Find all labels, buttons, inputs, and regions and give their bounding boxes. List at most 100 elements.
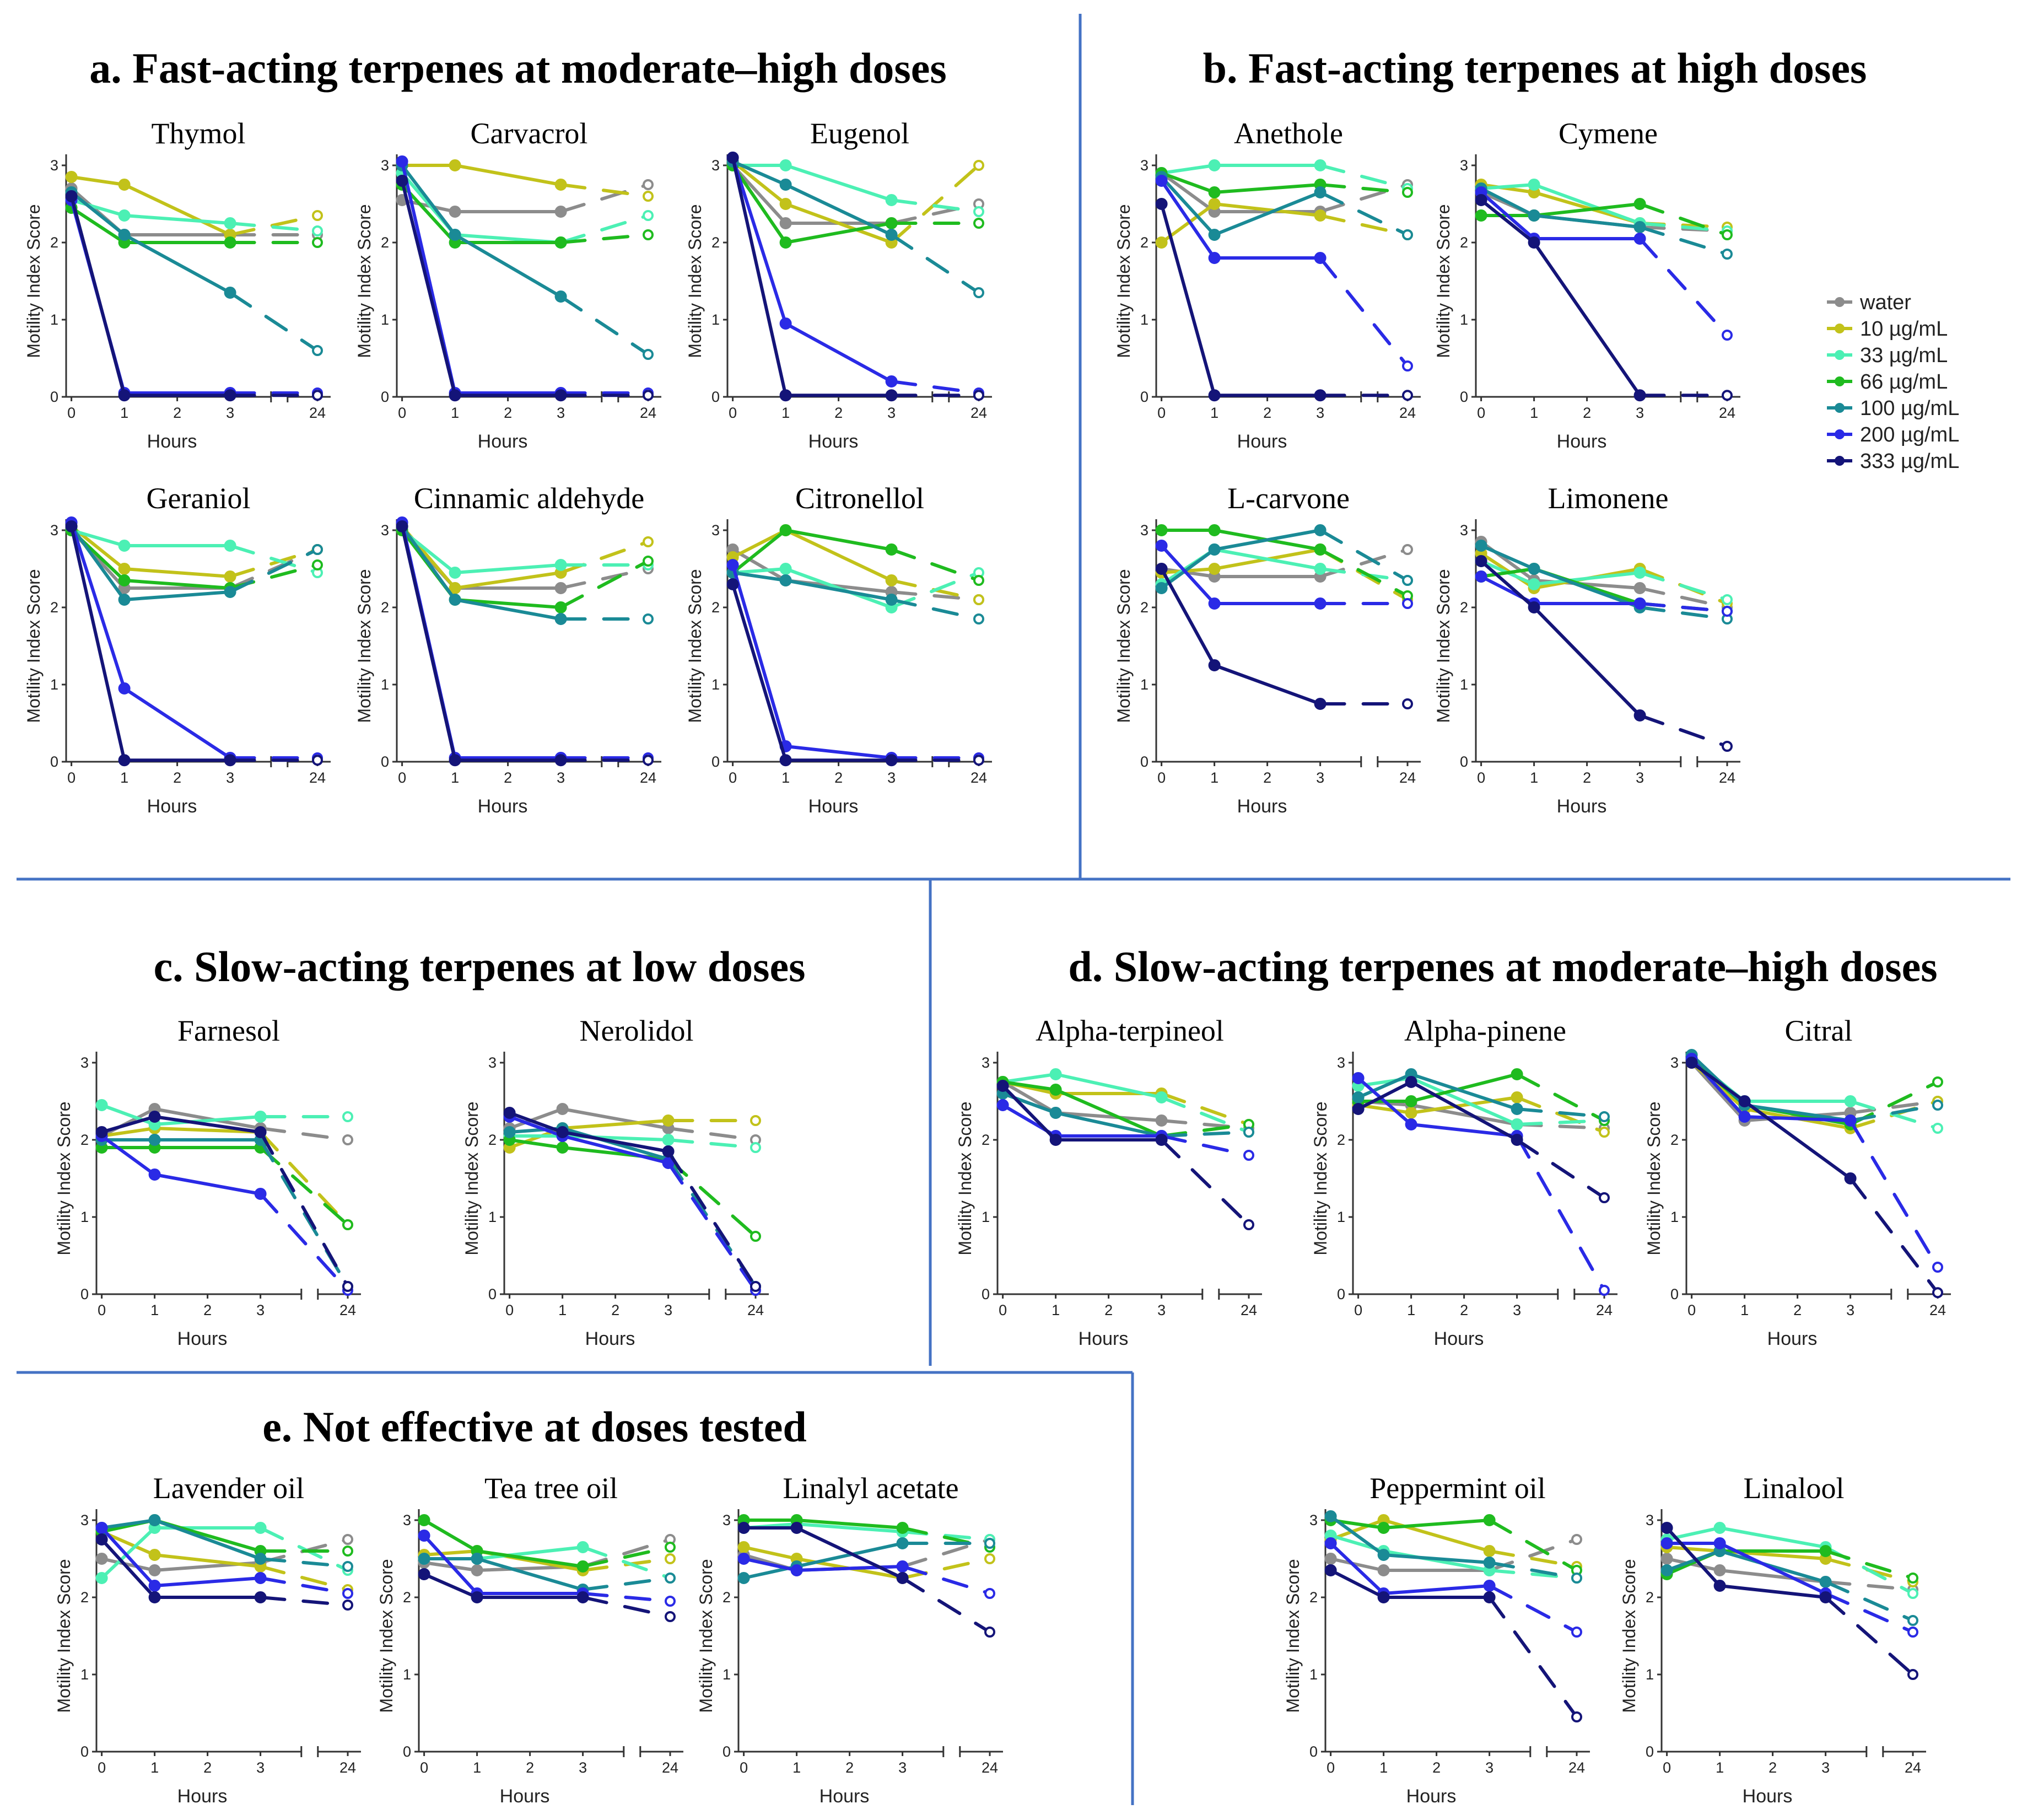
series-333-g-ml [396, 175, 654, 402]
series-line-segment [1409, 1073, 1519, 1111]
chart-title: Lavender oil [153, 1472, 304, 1505]
data-point [342, 1111, 353, 1122]
data-point [973, 755, 984, 766]
y-axis-label: Motility Index Score [24, 204, 44, 358]
y-tick-label: 0 [722, 1743, 731, 1760]
data-point [779, 159, 792, 171]
y-tick-label: 3 [1646, 1512, 1654, 1528]
section-title-e: e. Not effective at doses tested [262, 1403, 807, 1451]
chart-title: Eugenol [810, 117, 909, 150]
data-point [95, 1099, 108, 1111]
data-point [662, 1145, 675, 1157]
x-tick-label: 1 [120, 769, 128, 786]
legend-item: water [1827, 291, 1911, 314]
data-point [554, 754, 567, 767]
data-point [885, 375, 898, 387]
data-point [118, 389, 131, 402]
y-axis-label: Motility Index Score [1433, 569, 1453, 723]
series-line-segment [153, 1115, 262, 1126]
data-point [1483, 1545, 1496, 1557]
series-line-segment [1718, 1526, 1827, 1549]
series-line-segment [795, 1542, 904, 1568]
y-tick-label: 3 [1309, 1512, 1318, 1528]
x-tick-label: 3 [226, 769, 234, 786]
series-line-segment [889, 164, 980, 244]
data-point [996, 1099, 1009, 1111]
data-point [1208, 659, 1221, 671]
series-line-segment [1329, 1542, 1385, 1595]
data-point [790, 1522, 803, 1534]
series-100-g-ml [1324, 1510, 1582, 1584]
data-point [1402, 229, 1413, 240]
data-point [779, 754, 792, 767]
data-point [95, 1572, 108, 1584]
series-line-segment [1160, 175, 1216, 236]
data-point [1314, 524, 1327, 536]
data-point [1599, 1111, 1610, 1122]
data-point [342, 1546, 353, 1557]
series-line-segment [453, 233, 563, 298]
legend-item: 100 µg/mL [1827, 397, 1959, 420]
series-333-g-ml [1475, 555, 1733, 752]
x-axis-label: Hours [147, 796, 197, 817]
series-line-segment [1001, 1080, 1058, 1114]
series-line-segment [666, 1150, 757, 1288]
data-point [1511, 1091, 1523, 1103]
series-line-segment [559, 567, 650, 590]
data-point [556, 1126, 569, 1138]
y-axis-label: Motility Index Score [955, 1101, 975, 1255]
data-point [224, 217, 236, 229]
chart-farnesol: Farnesol 0 1 2 3 0 1 2 3 24 Hours Motility Index Sc… [54, 1014, 361, 1349]
series-line-segment [901, 1538, 991, 1568]
series-line-segment [422, 1549, 479, 1557]
data-point [1483, 1591, 1496, 1603]
series-line-segment [1487, 1519, 1578, 1572]
x-tick-label: 1 [1740, 1302, 1749, 1318]
series-line-segment [731, 156, 788, 397]
data-point [471, 1591, 483, 1603]
data-point [996, 1080, 1009, 1092]
series-line-segment [1318, 183, 1409, 194]
y-axis-label: Motility Index Score [1311, 1101, 1330, 1255]
series-line-segment [153, 1115, 262, 1134]
data-point [254, 1111, 267, 1123]
data-point [312, 755, 323, 766]
data-point [554, 389, 567, 402]
y-tick-label: 0 [381, 389, 389, 405]
y-axis-label: Motility Index Score [376, 1559, 396, 1713]
series-200-g-ml [65, 194, 323, 399]
data-point [896, 1537, 909, 1549]
data-point [1208, 563, 1221, 575]
data-point [95, 1126, 108, 1138]
series-line-segment [889, 202, 980, 225]
y-tick-label: 0 [711, 753, 720, 770]
data-point [1314, 209, 1327, 222]
y-tick-label: 3 [982, 1054, 990, 1071]
x-tick-label: 2 [834, 769, 843, 786]
data-point [1475, 194, 1487, 206]
series-200-g-ml [1155, 175, 1413, 371]
series-line-segment [731, 567, 788, 574]
x-tick-label: 3 [256, 1302, 265, 1318]
series-line-segment [1718, 1549, 1827, 1584]
data-point [576, 1591, 589, 1603]
data-point [896, 1560, 909, 1573]
series-line-segment [1409, 1103, 1519, 1126]
chart-peppermint-oil: Peppermint oil 0 1 2 3 0 1 2 3 24 Hours Motility In… [1283, 1472, 1590, 1807]
data-point [254, 1553, 267, 1565]
data-point [779, 198, 792, 210]
data-point [556, 1103, 569, 1115]
data-point [254, 1522, 267, 1534]
y-tick-label: 1 [711, 676, 720, 693]
series-66-g-ml [95, 1514, 353, 1557]
series-line-segment [100, 1526, 157, 1580]
x-tick-label: 2 [611, 1302, 619, 1318]
data-point [554, 601, 567, 613]
series-line-segment [1532, 241, 1642, 397]
x-tick-label: 1 [120, 405, 128, 421]
series-line-segment [1848, 1119, 1939, 1269]
data-point [1377, 1591, 1390, 1603]
data-point [449, 159, 461, 171]
chart-title: Tea tree oil [484, 1472, 618, 1505]
data-point [973, 287, 984, 298]
